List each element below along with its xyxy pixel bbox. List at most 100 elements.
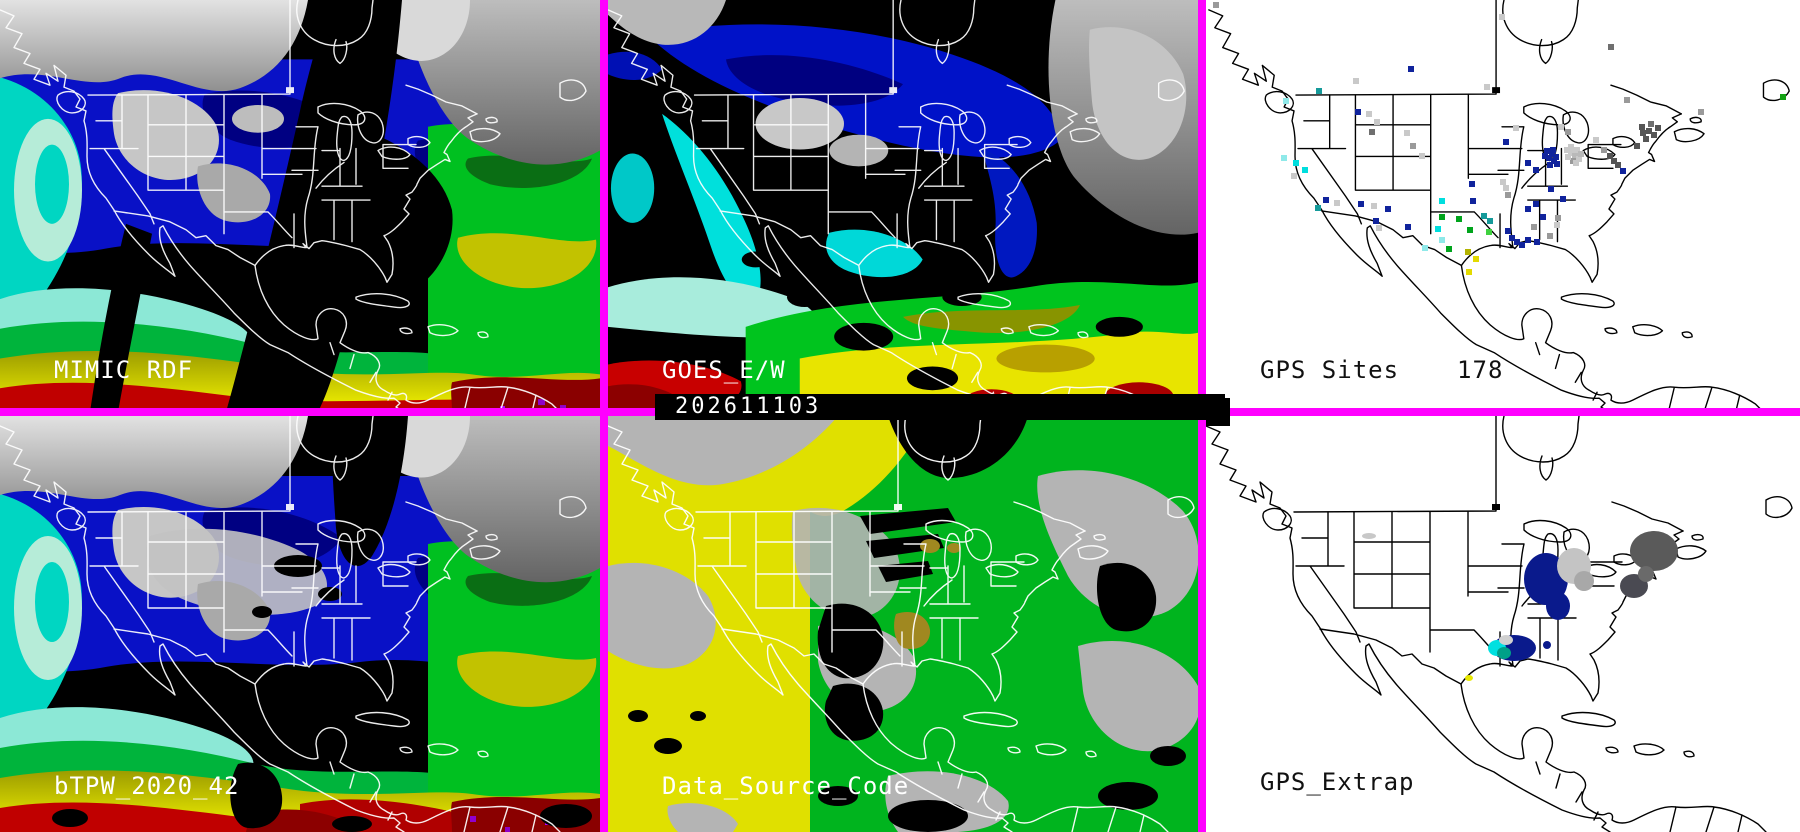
gps-site-dot (1639, 124, 1645, 130)
timestamp-text: 202611103 (675, 394, 822, 419)
panel-label-gps-extrap: GPS_Extrap (1260, 768, 1415, 796)
gps-site-dot (1607, 153, 1613, 159)
btpw-art (0, 416, 600, 832)
gps-extrap-blob (1497, 647, 1511, 659)
gps-extrap-blob (1465, 675, 1473, 681)
gps-site-dot (1405, 224, 1411, 230)
gps-site-dot (1486, 229, 1492, 235)
gps-site-dot (1573, 160, 1579, 166)
gps-extrap-blob (1362, 533, 1376, 539)
gps-site-dot (1655, 125, 1661, 131)
gps-site-dot (1555, 215, 1561, 221)
panel-label-goes: GOES_E/W (662, 356, 786, 384)
gps-site-dot (1651, 132, 1657, 138)
gps-site-dot (1540, 214, 1546, 220)
gps-site-dot (1564, 147, 1570, 153)
gps-site-dot (1646, 128, 1652, 134)
gps-site-dot (1481, 213, 1487, 219)
gps-site-dot (1408, 66, 1414, 72)
gps-site-dot (1558, 124, 1564, 130)
gps-site-dot (1608, 44, 1614, 50)
panel-goes-ew: GOES_E/W (608, 0, 1198, 412)
gps-extrap-map (1206, 416, 1800, 832)
gps-site-dot (1281, 155, 1287, 161)
gps-site-dot (1525, 237, 1531, 243)
gps-extrap-blob (1546, 592, 1570, 620)
gps-site-dot (1648, 121, 1654, 127)
gps-site-dot (1531, 224, 1537, 230)
gps-site-dot (1373, 218, 1379, 224)
gps-site-dot (1439, 198, 1445, 204)
gps-site-dot (1611, 158, 1617, 164)
gps-sites-map (1208, 0, 1798, 412)
gps-site-dot (1503, 185, 1509, 191)
mimic-tpw-art (0, 0, 600, 412)
gps-site-dot (1546, 155, 1552, 161)
gps-site-dot (1548, 186, 1554, 192)
gps-site-dot (1291, 173, 1297, 179)
gps-site-dot (1484, 84, 1490, 90)
panel-mimic-rdf: MIMIC RDF (0, 0, 600, 412)
gps-site-dot (1419, 153, 1425, 159)
gps-site-dot (1353, 78, 1359, 84)
gps-site-dot (1213, 2, 1219, 8)
gps-site-dot (1456, 216, 1462, 222)
gps-site-dot (1542, 153, 1548, 159)
gps-site-dot (1446, 246, 1452, 252)
panel-gps-extrap: GPS_Extrap (1206, 416, 1800, 832)
gps-site-dot (1534, 239, 1540, 245)
gps-site-dot (1568, 144, 1574, 150)
gps-site-dot (1500, 179, 1506, 185)
gps-site-dot (1574, 147, 1580, 153)
gps-site-dot (1503, 139, 1509, 145)
panel-gps-sites: GPS Sites 178 (1206, 0, 1800, 412)
gps-site-dot (1698, 109, 1704, 115)
gps-site-dot (1576, 156, 1582, 162)
gps-site-dot (1514, 239, 1520, 245)
gps-site-dot (1358, 201, 1364, 207)
gps-site-dot (1505, 192, 1511, 198)
gps-site-dot (1620, 168, 1626, 174)
panel-label-gps-sites: GPS Sites 178 (1260, 356, 1504, 384)
gps-site-dot (1509, 235, 1515, 241)
timestamp-bar: 202611103 (655, 394, 1225, 420)
gps-site-dot (1334, 200, 1340, 206)
gps-extrap-blob (1630, 531, 1678, 571)
gps-site-dot (1554, 161, 1560, 167)
gps-site-dot (1422, 245, 1428, 251)
gps-site-dot (1565, 154, 1571, 160)
gps-site-dot (1615, 162, 1621, 168)
gps-extrap-blob (1638, 566, 1654, 582)
gps-site-dot (1439, 237, 1445, 243)
gps-site-dot (1469, 181, 1475, 187)
gps-site-dot (1467, 227, 1473, 233)
gps-site-dot (1499, 14, 1505, 20)
gps-site-dot (1549, 151, 1555, 157)
gps-site-dot (1547, 162, 1553, 168)
corner-black-square (1206, 398, 1230, 426)
gps-site-dot (1643, 136, 1649, 142)
gps-site-dot (1553, 154, 1559, 160)
gps-site-dot (1371, 203, 1377, 209)
gps-site-dot (1565, 129, 1571, 135)
gps-site-dot (1560, 196, 1566, 202)
gps-site-dot (1525, 206, 1531, 212)
gps-site-dot (1572, 153, 1578, 159)
panel-label-data-source: Data_Source_Code (662, 772, 910, 800)
gps-site-dot (1550, 147, 1556, 153)
panel-btpw: bTPW_2020_42 (0, 416, 600, 832)
gps-extrap-blob (1543, 641, 1551, 649)
gps-extrap-blob (1499, 635, 1513, 645)
gps-site-dot (1366, 111, 1372, 117)
gps-site-dots (1206, 0, 1800, 412)
gps-site-dot (1487, 218, 1493, 224)
gps-site-dot (1302, 167, 1308, 173)
gps-site-dot (1578, 151, 1584, 157)
data-source-art (608, 416, 1198, 832)
gps-site-dot (1519, 242, 1525, 248)
gps-site-dot (1470, 198, 1476, 204)
gps-site-dot (1435, 226, 1441, 232)
panel-divider-vertical-1 (600, 0, 608, 832)
gps-site-dot (1323, 197, 1329, 203)
gps-site-dot (1465, 249, 1471, 255)
